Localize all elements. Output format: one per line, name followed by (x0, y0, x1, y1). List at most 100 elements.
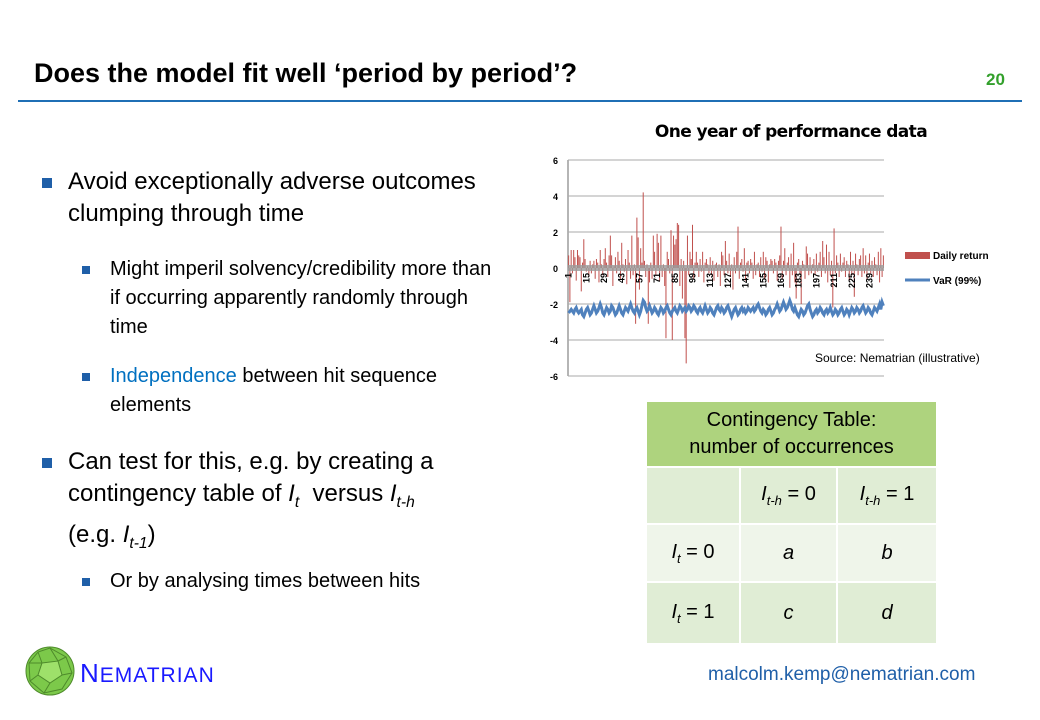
daily-return-bar (631, 235, 633, 268)
daily-return-bar (805, 246, 807, 268)
daily-return-bar (798, 259, 800, 268)
daily-return-bar (679, 268, 681, 286)
daily-return-bar (771, 260, 773, 268)
daily-return-bar (823, 257, 825, 268)
chart-title: One year of performance data (655, 122, 927, 142)
daily-return-bar (724, 241, 726, 268)
daily-return-bar (618, 260, 620, 268)
daily-return-bar (678, 224, 680, 268)
bullet-icon (82, 578, 90, 586)
daily-return-bar (612, 268, 614, 286)
daily-return-bar (876, 268, 878, 276)
daily-return-bar (675, 239, 677, 268)
daily-return-bar (593, 260, 595, 268)
cell-d: d (836, 581, 938, 645)
daily-return-bar (655, 268, 657, 276)
daily-return-bar (882, 255, 884, 268)
daily-return-bar (632, 268, 634, 276)
daily-return-bar (752, 268, 754, 279)
daily-return-bar (579, 257, 581, 268)
daily-return-bar (829, 268, 831, 276)
daily-return-bar (690, 259, 692, 268)
bullet-icon (42, 178, 52, 188)
daily-return-bar (733, 257, 735, 268)
daily-return-bar (643, 260, 645, 268)
bullet-text: Or by analysing times between hits (110, 570, 421, 592)
daily-return-bar (651, 268, 653, 279)
daily-return-bar (722, 255, 724, 268)
daily-return-bar (614, 257, 616, 268)
daily-return-bar (767, 268, 769, 283)
daily-return-bar (881, 268, 883, 277)
daily-return-bar (636, 217, 638, 268)
author-email[interactable]: malcolm.kemp@nematrian.com (708, 664, 976, 685)
text: (e.g. (68, 520, 123, 548)
daily-return-bar (800, 268, 802, 304)
daily-return-bar (617, 251, 619, 268)
daily-return-bar (657, 242, 659, 268)
daily-return-bar (656, 233, 658, 268)
daily-return-bar (814, 268, 816, 276)
daily-return-bar (674, 244, 676, 268)
daily-return-bar (795, 268, 797, 299)
daily-return-bar (765, 257, 767, 268)
daily-return-bar (576, 250, 578, 268)
daily-return-bar (580, 268, 582, 292)
daily-return-bar (705, 259, 707, 268)
daily-return-bar (699, 259, 701, 268)
daily-return-bar (851, 268, 853, 276)
daily-return-bar (839, 253, 841, 268)
daily-return-bar (683, 260, 685, 268)
bullet-text: Might imperil solvency/credibility more … (110, 258, 492, 338)
daily-return-bar (637, 237, 639, 268)
daily-return-bar (676, 223, 678, 268)
nematrian-logo-icon (25, 646, 75, 696)
daily-return-bar (838, 268, 840, 277)
daily-return-bar (673, 235, 675, 268)
daily-return-bar (621, 242, 623, 268)
x-tick-label: 169 (776, 273, 786, 288)
legend-var: VaR (99%) (933, 276, 981, 287)
text: I (389, 480, 397, 507)
y-tick-label: 6 (553, 156, 558, 166)
daily-return-bar (626, 268, 628, 285)
x-tick-label: 197 (811, 273, 821, 288)
daily-return-bar (831, 260, 833, 268)
daily-return-bar (709, 257, 711, 268)
bullet-icon (82, 373, 90, 381)
daily-return-bar (660, 235, 662, 268)
text: t-h (396, 493, 415, 511)
daily-return-bar (832, 268, 834, 308)
daily-return-bar (747, 260, 749, 268)
daily-return-bar (736, 251, 738, 268)
daily-return-bar (719, 268, 721, 286)
page-number: 20 (986, 70, 1005, 89)
daily-return-bar (822, 241, 824, 268)
daily-return-bar (855, 253, 857, 268)
daily-return-bar (713, 268, 715, 281)
x-tick-label: 99 (688, 273, 698, 283)
slide-title: Does the model fit well ‘period by perio… (34, 58, 578, 88)
daily-return-bar (789, 268, 791, 288)
bullet-text: Independence between hit sequence elemen… (110, 362, 500, 420)
daily-return-bar (879, 268, 881, 283)
daily-return-bar (695, 251, 697, 268)
text: I (288, 480, 295, 507)
daily-return-bar (777, 260, 779, 268)
daily-return-bar (791, 268, 793, 276)
daily-return-bar (852, 260, 854, 268)
daily-return-bar (627, 250, 629, 268)
daily-return-bar (574, 257, 576, 268)
daily-return-bar (825, 244, 827, 268)
daily-return-bar (680, 259, 682, 268)
daily-return-bar (642, 192, 644, 268)
daily-return-bar (689, 251, 691, 268)
row-header: It = 1 (645, 581, 741, 645)
cell-a: a (739, 523, 838, 583)
daily-return-bar (737, 226, 739, 268)
daily-return-bar (686, 235, 688, 268)
y-tick-label: 0 (553, 264, 558, 274)
daily-return-bar (726, 260, 728, 268)
independence-link[interactable]: Independence (110, 365, 237, 387)
daily-return-bar (857, 268, 859, 276)
